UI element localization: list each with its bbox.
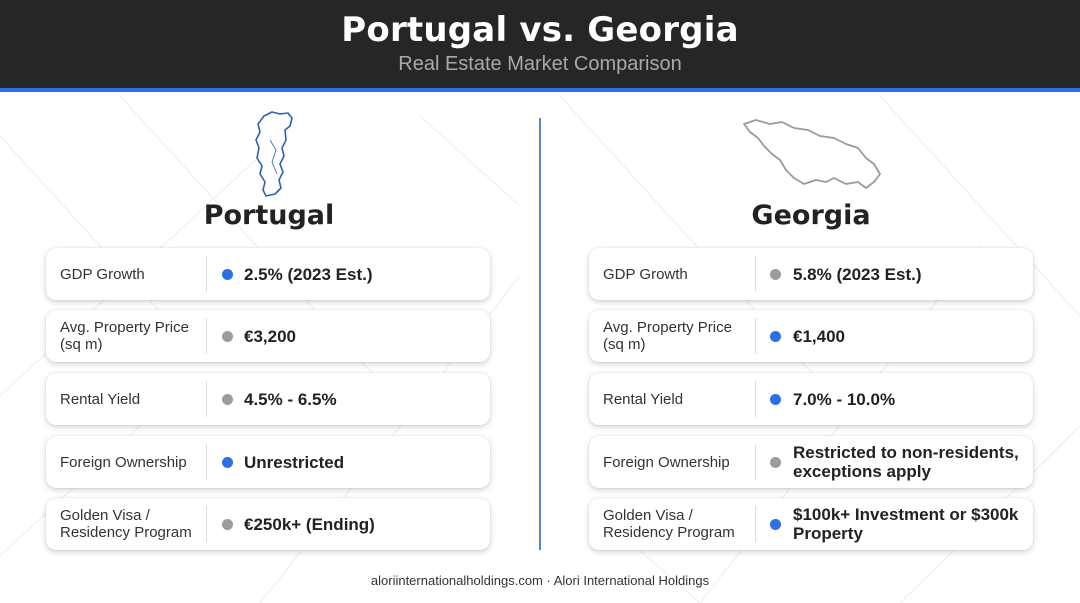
status-dot-icon (770, 331, 781, 342)
status-dot-icon (222, 269, 233, 280)
row-label: Avg. Property Price (sq m) (60, 319, 189, 353)
row-value: €1,400 (793, 326, 845, 346)
row-label: Rental Yield (603, 390, 684, 408)
card-golden-visa-portugal: Golden Visa / Residency Program €250k+ (… (46, 498, 490, 550)
row-value: €3,200 (244, 326, 296, 346)
country-name-georgia: Georgia (751, 200, 871, 231)
status-dot-icon (222, 457, 233, 468)
row-separator (206, 444, 207, 480)
row-value: Unrestricted (244, 452, 345, 472)
page-subtitle: Real Estate Market Comparison (398, 53, 682, 75)
row-value: 7.0% - 10.0% (793, 389, 896, 409)
row-label: GDP Growth (60, 265, 145, 283)
status-dot-icon (770, 269, 781, 280)
row-value: 2.5% (2023 Est.) (244, 264, 373, 284)
row-label: Foreign Ownership (603, 453, 730, 471)
status-dot-icon (222, 331, 233, 342)
row-separator (206, 318, 207, 354)
row-value: 4.5% - 6.5% (244, 389, 337, 409)
status-dot-icon (770, 394, 781, 405)
footer-credit: aloriinternationalholdings.com · Alori I… (370, 573, 710, 588)
card-property-price-georgia: Avg. Property Price (sq m) €1,400 (589, 310, 1033, 362)
row-separator (206, 256, 207, 292)
card-foreign-ownership-portugal: Foreign Ownership Unrestricted (46, 436, 490, 488)
card-golden-visa-georgia: Golden Visa / Residency Program $100k+ I… (589, 498, 1033, 550)
card-gdp-growth-georgia: GDP Growth 5.8% (2023 Est.) (589, 248, 1033, 300)
row-separator (755, 381, 756, 417)
card-gdp-growth-portugal: GDP Growth 2.5% (2023 Est.) (46, 248, 490, 300)
row-label: Rental Yield (60, 390, 141, 408)
row-value: €250k+ (Ending) (244, 514, 375, 534)
row-label: Golden Visa / Residency Program (60, 507, 192, 541)
header-bar: Portugal vs. Georgia Real Estate Market … (0, 0, 1080, 92)
status-dot-icon (770, 519, 781, 530)
row-separator (206, 381, 207, 417)
card-property-price-portugal: Avg. Property Price (sq m) €3,200 (46, 310, 490, 362)
center-divider (539, 118, 541, 550)
row-separator (755, 256, 756, 292)
row-label: GDP Growth (603, 265, 688, 283)
card-foreign-ownership-georgia: Foreign Ownership Restricted to non-resi… (589, 436, 1033, 488)
row-label: Foreign Ownership (60, 453, 187, 471)
row-separator (755, 444, 756, 480)
row-value: Restricted to non-residents, exceptions … (793, 443, 1019, 481)
status-dot-icon (222, 394, 233, 405)
row-label: Avg. Property Price (sq m) (603, 319, 732, 353)
row-separator (755, 506, 756, 542)
georgia-map-icon (743, 119, 881, 189)
status-dot-icon (222, 519, 233, 530)
row-label: Golden Visa / Residency Program (603, 507, 735, 541)
row-value: 5.8% (2023 Est.) (793, 264, 922, 284)
page-title: Portugal vs. Georgia (341, 10, 739, 50)
row-separator (755, 318, 756, 354)
portugal-map-icon (255, 111, 293, 197)
row-value: $100k+ Investment or $300k Property (793, 505, 1019, 543)
status-dot-icon (770, 457, 781, 468)
card-rental-yield-georgia: Rental Yield 7.0% - 10.0% (589, 373, 1033, 425)
card-rental-yield-portugal: Rental Yield 4.5% - 6.5% (46, 373, 490, 425)
row-separator (206, 506, 207, 542)
country-name-portugal: Portugal (203, 200, 335, 231)
